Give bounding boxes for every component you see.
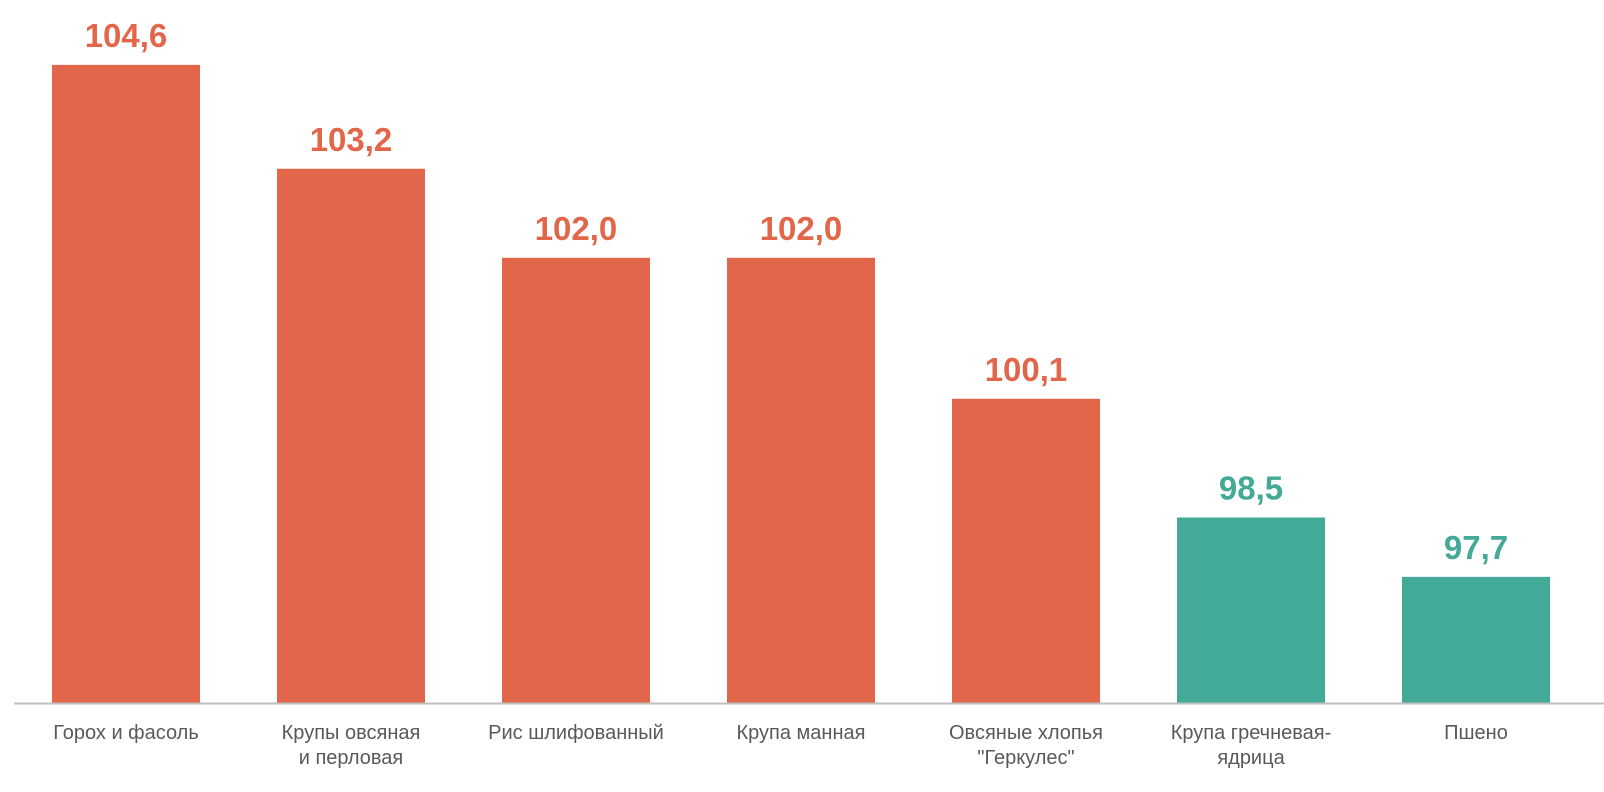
data-label: 100,1 bbox=[985, 351, 1068, 388]
bar bbox=[277, 168, 425, 703]
category-label: Овсяные хлопья "Геркулес" bbox=[949, 722, 1103, 769]
data-label: 97,7 bbox=[1444, 529, 1508, 566]
category-label: Пшено bbox=[1444, 722, 1508, 744]
bar bbox=[52, 64, 200, 703]
bar bbox=[502, 257, 650, 703]
category-label: Рис шлифованный bbox=[488, 722, 664, 744]
bar bbox=[952, 398, 1100, 703]
data-label: 102,0 bbox=[760, 210, 843, 247]
bar bbox=[1402, 576, 1550, 703]
category-label: Крупа гречневая-ядрица bbox=[1171, 722, 1332, 769]
data-label: 102,0 bbox=[535, 210, 618, 247]
data-label: 103,2 bbox=[310, 121, 393, 158]
category-label: Крупа манная bbox=[737, 722, 866, 744]
data-label: 98,5 bbox=[1219, 470, 1283, 507]
bar bbox=[727, 257, 875, 703]
data-label: 104,6 bbox=[85, 17, 168, 54]
bar bbox=[1177, 517, 1325, 703]
category-label: Крупы овсяная и перловая bbox=[282, 722, 421, 769]
category-label: Горох и фасоль bbox=[53, 722, 199, 744]
